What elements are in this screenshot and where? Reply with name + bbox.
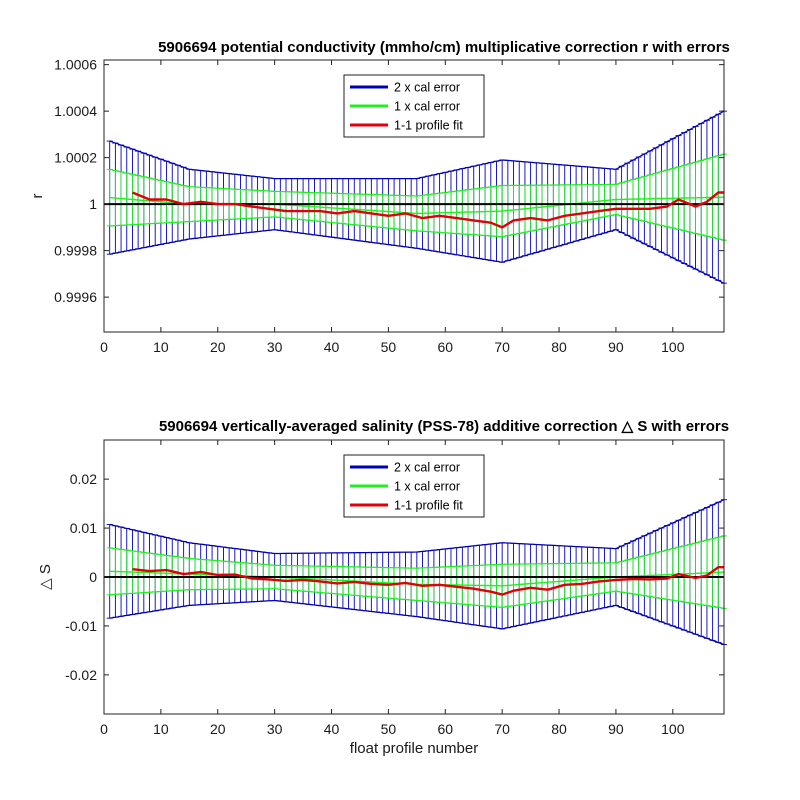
x-tick-label: 40 <box>324 339 340 355</box>
error-2x-upper-line <box>109 499 725 555</box>
x-tick-label: 100 <box>661 339 685 355</box>
y-tick-label: 1.0002 <box>54 150 97 166</box>
fit-line <box>131 191 724 229</box>
y-tick-label: 0.02 <box>70 471 97 487</box>
y-tick-label: 0.9998 <box>54 243 97 259</box>
legend: 2 x cal error 1 x cal error 1-1 profile fi… <box>343 454 485 518</box>
x-tick-label: 90 <box>608 339 624 355</box>
legend-entry-1x-cal-error: 1 x cal error <box>394 480 460 494</box>
y-tick-label: -0.01 <box>65 618 97 634</box>
y-axis-label: r <box>29 194 46 199</box>
x-tick-label: 30 <box>267 721 283 737</box>
y-tick-label: 0 <box>89 569 97 585</box>
chart-title: 5906694 vertically-averaged salinity (PS… <box>159 418 729 435</box>
x-axis-label: float profile number <box>350 740 478 757</box>
x-tick-label: 50 <box>381 721 397 737</box>
x-tick-label: 10 <box>153 721 169 737</box>
x-tick-label: 10 <box>153 339 169 355</box>
x-tick-label: 20 <box>210 339 226 355</box>
error-1x-lower-line <box>109 588 725 609</box>
error-1x-upper-line <box>109 535 725 569</box>
x-tick-label: 50 <box>381 339 397 355</box>
y-tick-label: 0.9996 <box>54 289 97 305</box>
fit-line <box>132 566 724 596</box>
legend-entry-1x-cal-error: 1 x cal error <box>394 100 460 114</box>
legend-entry-2x-cal-error: 2 x cal error <box>394 461 460 475</box>
axes-frame <box>103 59 725 333</box>
chart-conductivity-correction: 5906694 potential conductivity (mmho/cm)… <box>29 39 730 355</box>
x-tick-label: 70 <box>494 721 510 737</box>
y-tick-label: -0.02 <box>65 667 97 683</box>
x-tick-label: 60 <box>437 721 453 737</box>
chart-title: 5906694 potential conductivity (mmho/cm)… <box>158 39 730 56</box>
legend-entry-2x-cal-error: 2 x cal error <box>394 81 460 95</box>
x-tick-label: 60 <box>437 339 453 355</box>
chart-salinity-correction: 5906694 vertically-averaged salinity (PS… <box>37 418 729 757</box>
error-2x-upper-line <box>109 110 725 180</box>
y-axis-label: △ S <box>37 564 54 590</box>
x-tick-label: 80 <box>551 721 567 737</box>
error-2x-lower-line <box>109 599 725 646</box>
x-tick-label: 0 <box>100 721 108 737</box>
x-tick-label: 40 <box>324 721 340 737</box>
y-tick-label: 0.01 <box>70 520 97 536</box>
error-1x-lower-line <box>109 213 725 241</box>
legend: 2 x cal error 1 x cal error 1-1 profile fi… <box>343 74 485 138</box>
y-tick-label: 1.0004 <box>54 103 97 119</box>
x-tick-label: 20 <box>210 721 226 737</box>
x-tick-label: 30 <box>267 339 283 355</box>
y-tick-label: 1 <box>89 196 97 212</box>
legend-entry-fit: 1-1 profile fit <box>394 499 463 513</box>
error-2x-lower-line <box>109 229 725 284</box>
legend-entry-fit: 1-1 profile fit <box>394 119 463 133</box>
x-tick-label: 80 <box>551 339 567 355</box>
x-tick-label: 100 <box>661 721 685 737</box>
y-tick-label: 1.0006 <box>54 57 97 73</box>
error-1x-upper-line <box>109 153 725 197</box>
x-tick-label: 0 <box>100 339 108 355</box>
x-tick-label: 90 <box>608 721 624 737</box>
x-tick-label: 70 <box>494 339 510 355</box>
